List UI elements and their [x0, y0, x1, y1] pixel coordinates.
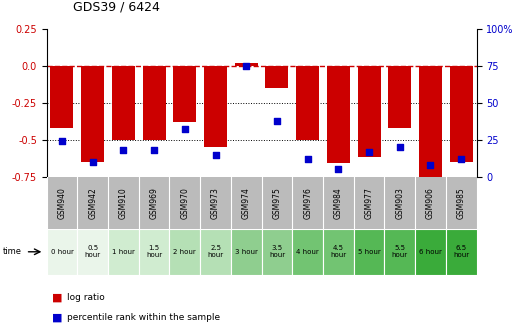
Bar — [388, 66, 411, 128]
Text: 3.5
hour: 3.5 hour — [269, 245, 285, 258]
Point — [89, 159, 97, 164]
Bar — [81, 66, 104, 162]
Text: GSM973: GSM973 — [211, 187, 220, 219]
Text: GSM906: GSM906 — [426, 187, 435, 219]
Text: 5 hour: 5 hour — [358, 249, 380, 255]
Bar — [204, 66, 227, 147]
Text: GDS39 / 6424: GDS39 / 6424 — [73, 0, 160, 13]
Point — [181, 127, 189, 132]
Text: 0.5
hour: 0.5 hour — [84, 245, 100, 258]
Point — [150, 147, 158, 153]
Point — [426, 162, 435, 167]
Text: GSM974: GSM974 — [242, 187, 251, 219]
Text: 2 hour: 2 hour — [174, 249, 196, 255]
Text: GSM977: GSM977 — [365, 187, 373, 219]
Bar — [77, 229, 108, 275]
Text: GSM985: GSM985 — [457, 187, 466, 219]
Text: 6.5
hour: 6.5 hour — [453, 245, 469, 258]
Text: GSM942: GSM942 — [88, 187, 97, 219]
Bar — [112, 66, 135, 140]
Text: log ratio: log ratio — [67, 293, 105, 302]
Point — [334, 166, 342, 172]
Text: 4 hour: 4 hour — [296, 249, 319, 255]
Point — [365, 149, 373, 154]
Point — [457, 156, 465, 162]
Bar — [292, 229, 323, 275]
Text: GSM984: GSM984 — [334, 187, 343, 219]
Bar — [139, 229, 169, 275]
Text: time: time — [3, 247, 22, 256]
Bar — [200, 229, 231, 275]
Bar — [265, 66, 289, 88]
Bar — [169, 229, 200, 275]
Text: percentile rank within the sample: percentile rank within the sample — [67, 313, 221, 322]
Text: ■: ■ — [52, 293, 62, 302]
Text: GSM975: GSM975 — [272, 187, 281, 219]
Bar — [446, 229, 477, 275]
Bar — [357, 66, 381, 157]
Text: 3 hour: 3 hour — [235, 249, 257, 255]
Bar — [384, 229, 415, 275]
Bar — [47, 229, 77, 275]
Bar — [262, 229, 292, 275]
Point — [273, 118, 281, 123]
Text: GSM976: GSM976 — [303, 187, 312, 219]
Text: GSM970: GSM970 — [180, 187, 189, 219]
Text: 1 hour: 1 hour — [112, 249, 135, 255]
Point — [211, 152, 220, 157]
Bar — [419, 66, 442, 177]
Text: ■: ■ — [52, 312, 62, 322]
Point — [304, 156, 312, 162]
Text: 6 hour: 6 hour — [419, 249, 442, 255]
Bar — [415, 229, 446, 275]
Point — [242, 63, 250, 69]
Bar — [323, 229, 354, 275]
Text: 0 hour: 0 hour — [51, 249, 74, 255]
Point — [396, 145, 404, 150]
Bar — [50, 66, 74, 128]
Text: 5.5
hour: 5.5 hour — [392, 245, 408, 258]
Point — [58, 139, 66, 144]
Bar — [296, 66, 319, 140]
Bar — [108, 229, 139, 275]
Text: 4.5
hour: 4.5 hour — [330, 245, 347, 258]
Bar — [354, 229, 384, 275]
Bar — [231, 229, 262, 275]
Bar — [235, 63, 258, 66]
Bar — [327, 66, 350, 163]
Point — [119, 147, 127, 153]
Bar — [174, 66, 196, 122]
Text: 1.5
hour: 1.5 hour — [146, 245, 162, 258]
Text: GSM910: GSM910 — [119, 187, 128, 219]
Text: 2.5
hour: 2.5 hour — [208, 245, 224, 258]
Bar — [450, 66, 473, 162]
Text: GSM969: GSM969 — [150, 187, 159, 219]
Text: GSM940: GSM940 — [57, 187, 66, 219]
Text: GSM903: GSM903 — [395, 187, 404, 219]
Bar — [142, 66, 166, 140]
